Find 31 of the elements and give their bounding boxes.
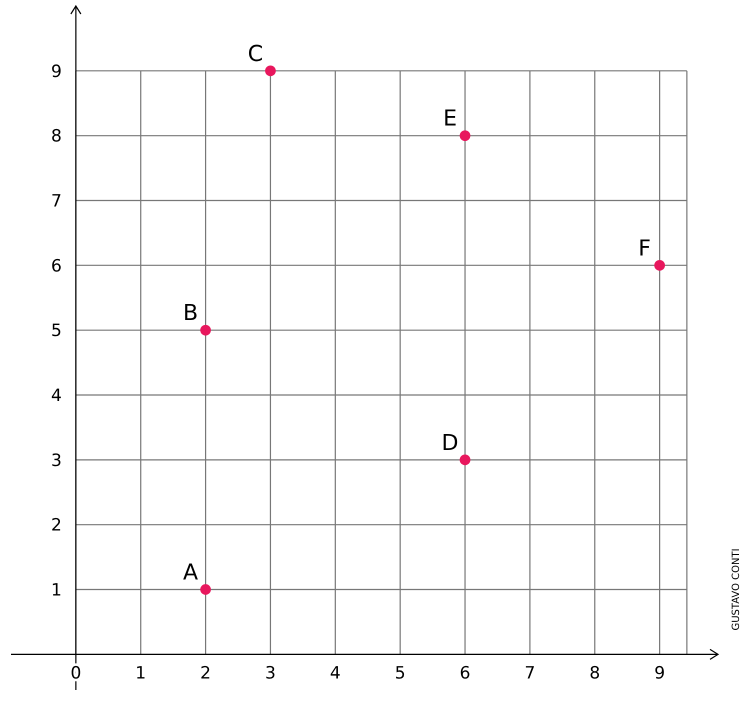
point	[460, 454, 470, 466]
x-tick-label: 1	[135, 663, 146, 684]
point	[265, 65, 276, 76]
annotation: D	[442, 430, 459, 456]
annotation: C	[248, 42, 264, 67]
annotation: E	[443, 106, 457, 132]
annotation: A	[183, 560, 198, 586]
text: GUSTAVO CONTI	[731, 548, 742, 631]
x-tick-label: 7	[524, 663, 536, 684]
y-tick-label: 8	[51, 126, 62, 147]
x-tick-label: 2	[200, 663, 211, 684]
x-tick-label: 5	[394, 663, 406, 684]
x-tick-label: 3	[265, 663, 276, 684]
x-tick-label: 9	[654, 663, 666, 684]
annotation: F	[638, 236, 651, 262]
y-tick-label: 4	[51, 386, 62, 406]
x-tick-label: 4	[330, 663, 341, 684]
y-tick-label: 5	[51, 321, 62, 342]
y-tick-label: 1	[51, 580, 62, 601]
y-tick-label: 9	[51, 62, 62, 82]
x-tick-label: 8	[589, 663, 600, 684]
annotation: B	[183, 301, 198, 326]
point	[200, 324, 211, 336]
x-tick-label: 6	[460, 663, 470, 684]
y-tick-label: 3	[51, 450, 62, 471]
y-tick-label: 7	[51, 192, 62, 212]
point	[654, 260, 665, 271]
y-tick-label: 6	[51, 256, 62, 276]
point	[200, 584, 211, 595]
y-tick-label: 2	[51, 516, 62, 536]
point	[460, 130, 470, 142]
